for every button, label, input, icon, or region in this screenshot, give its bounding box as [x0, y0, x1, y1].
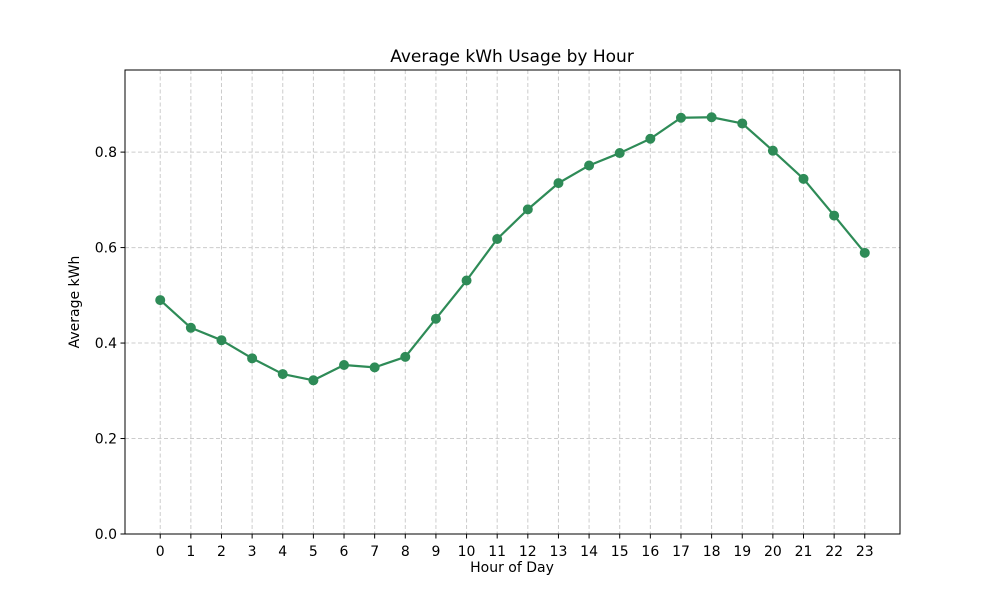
data-point-hour-21 — [798, 173, 809, 184]
data-point-hour-3 — [247, 353, 258, 364]
data-line-average-kwh — [159, 116, 866, 382]
data-point-hour-9 — [430, 313, 441, 324]
y-axis-label: Average kWh — [67, 256, 83, 349]
data-point-hour-4 — [277, 369, 288, 380]
data-point-hour-2 — [216, 335, 227, 346]
x-tick-label-23: 23 — [856, 544, 874, 560]
x-axis-label: Hour of Day — [470, 560, 554, 576]
data-point-hour-1 — [185, 322, 196, 333]
x-tick-label-0: 0 — [156, 544, 165, 560]
y-tick-label-0.4: 0.4 — [95, 336, 117, 352]
y-tick-label-0.6: 0.6 — [95, 241, 117, 257]
data-point-hour-7 — [369, 362, 380, 373]
x-tick-label-17: 17 — [672, 544, 690, 560]
data-point-hour-23 — [859, 247, 870, 258]
data-point-hour-0 — [155, 295, 166, 306]
data-point-hour-12 — [522, 204, 533, 215]
data-point-hour-15 — [614, 148, 625, 159]
x-tick-label-22: 22 — [825, 544, 843, 560]
data-point-hour-16 — [645, 133, 656, 144]
y-tick-label-0.0: 0.0 — [95, 527, 117, 543]
x-tick-label-21: 21 — [795, 544, 813, 560]
axis-tick-layer: 0 1 2 3 4 5 6 7 8 9 10 11 12 13 14 15 16 17 18 19 20 21 22 230.… — [95, 145, 874, 560]
data-point-hour-14 — [584, 160, 595, 171]
data-point-hour-8 — [400, 351, 411, 362]
x-tick-label-10: 10 — [458, 544, 476, 560]
x-tick-label-15: 15 — [611, 544, 629, 560]
data-point-hour-22 — [829, 210, 840, 221]
plot-border — [124, 69, 901, 535]
data-point-hour-19 — [737, 118, 748, 129]
data-point-hour-5 — [308, 375, 319, 386]
y-tick-label-0.2: 0.2 — [95, 432, 117, 448]
data-point-hour-20 — [767, 145, 778, 156]
data-point-hour-11 — [492, 233, 503, 244]
x-tick-label-16: 16 — [641, 544, 659, 560]
x-tick-label-18: 18 — [703, 544, 721, 560]
x-tick-label-2: 2 — [217, 544, 226, 560]
x-tick-label-5: 5 — [309, 544, 318, 560]
grid-layer — [125, 70, 900, 534]
data-point-hour-10 — [461, 275, 472, 286]
x-tick-label-7: 7 — [370, 544, 379, 560]
x-tick-label-14: 14 — [580, 544, 598, 560]
x-tick-label-20: 20 — [764, 544, 782, 560]
x-tick-label-4: 4 — [278, 544, 287, 560]
data-point-hour-6 — [339, 360, 350, 371]
x-tick-label-6: 6 — [340, 544, 349, 560]
y-tick-label-0.8: 0.8 — [95, 145, 117, 161]
x-tick-label-11: 11 — [488, 544, 506, 560]
x-tick-label-8: 8 — [401, 544, 410, 560]
x-tick-label-19: 19 — [733, 544, 751, 560]
x-tick-label-3: 3 — [248, 544, 257, 560]
chart-title: Average kWh Usage by Hour — [390, 47, 634, 67]
x-tick-label-1: 1 — [186, 544, 195, 560]
data-point-hour-17 — [675, 112, 686, 123]
series-layer — [155, 112, 870, 386]
x-tick-label-12: 12 — [519, 544, 537, 560]
x-tick-label-9: 9 — [431, 544, 440, 560]
x-tick-label-13: 13 — [550, 544, 568, 560]
data-point-hour-13 — [553, 178, 564, 189]
data-point-hour-18 — [706, 112, 717, 123]
